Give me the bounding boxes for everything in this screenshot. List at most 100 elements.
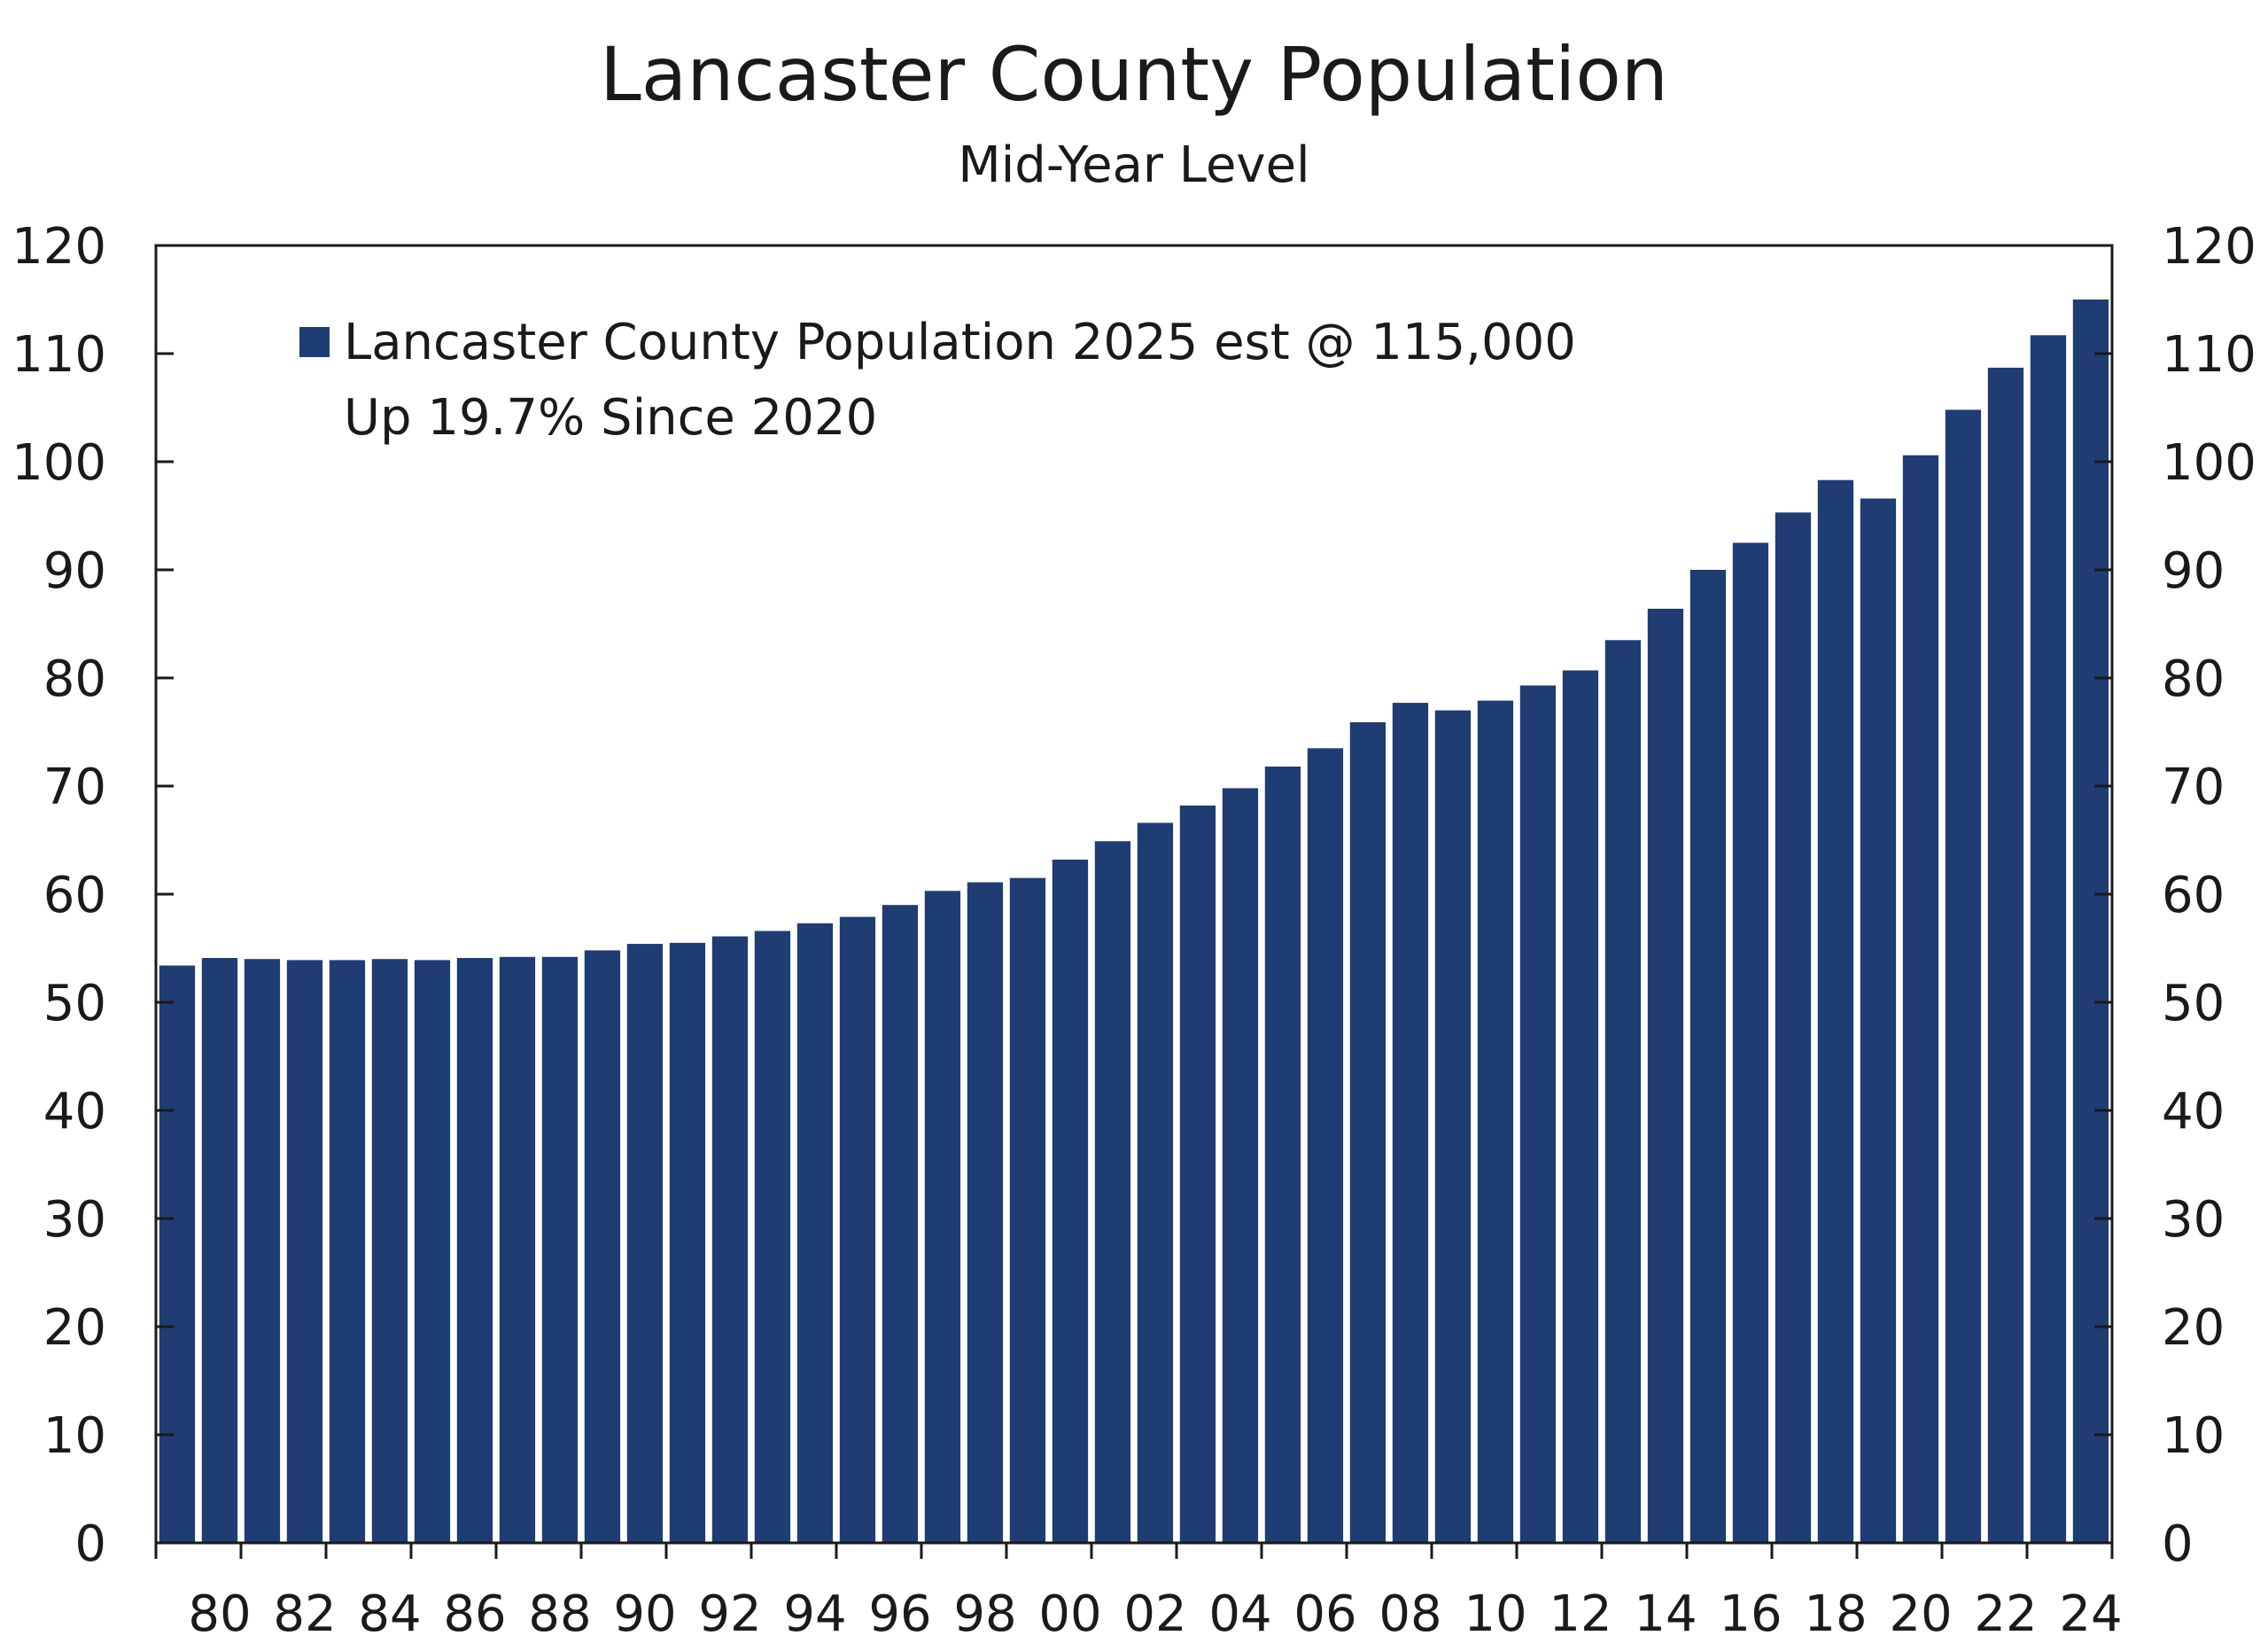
x-tick-label-20: 20 <box>1889 1585 1952 1643</box>
bar-2024 <box>2030 335 2067 1543</box>
y-tick-label-left-60: 60 <box>43 867 106 924</box>
x-tick-label-90: 90 <box>613 1585 676 1643</box>
bar-2002 <box>1094 841 1131 1543</box>
y-tick-label-left-0: 0 <box>74 1515 106 1573</box>
bar-1981 <box>201 958 238 1543</box>
bar-2023 <box>1987 367 2024 1543</box>
bar-2000 <box>1009 877 1046 1543</box>
x-tick-label-84: 84 <box>358 1585 421 1643</box>
x-tick-label-80: 80 <box>188 1585 251 1643</box>
y-tick-label-right-110: 110 <box>2162 326 2256 384</box>
bar-2011 <box>1477 700 1514 1543</box>
bar-2003 <box>1137 822 1174 1543</box>
y-tick-label-left-120: 120 <box>12 218 106 276</box>
bar-1990 <box>584 950 621 1543</box>
bar-1998 <box>924 891 961 1543</box>
y-tick-label-left-30: 30 <box>43 1191 106 1249</box>
y-tick-label-right-20: 20 <box>2162 1299 2225 1357</box>
y-tick-label-right-50: 50 <box>2162 975 2225 1032</box>
bar-2001 <box>1052 860 1089 1543</box>
bar-1996 <box>839 916 876 1543</box>
x-tick-label-88: 88 <box>528 1585 591 1643</box>
x-tick-label-12: 12 <box>1549 1585 1612 1643</box>
x-tick-label-10: 10 <box>1464 1585 1526 1643</box>
bar-1999 <box>967 882 1004 1543</box>
bar-1987 <box>456 958 493 1543</box>
bar-1982 <box>244 959 281 1543</box>
y-tick-label-right-40: 40 <box>2162 1083 2225 1141</box>
x-tick-label-24: 24 <box>2059 1585 2122 1643</box>
bar-1988 <box>499 956 536 1543</box>
legend-swatch <box>299 327 330 357</box>
y-tick-label-left-50: 50 <box>43 975 106 1032</box>
bar-2022 <box>1945 409 1982 1543</box>
x-tick-label-96: 96 <box>868 1585 931 1643</box>
x-tick-label-02: 02 <box>1123 1585 1186 1643</box>
bar-2014 <box>1604 640 1642 1543</box>
legend-label: Lancaster County Population 2025 est @ 1… <box>344 314 1576 371</box>
y-tick-label-right-70: 70 <box>2162 759 2225 816</box>
x-tick-label-08: 08 <box>1379 1585 1441 1643</box>
x-tick-label-16: 16 <box>1719 1585 1782 1643</box>
bar-2012 <box>1519 685 1557 1543</box>
y-tick-label-right-100: 100 <box>2162 434 2256 492</box>
x-tick-label-04: 04 <box>1208 1585 1271 1643</box>
bar-1992 <box>669 942 706 1543</box>
chart-subtitle: Mid-Year Level <box>958 136 1309 194</box>
bar-2004 <box>1179 806 1216 1543</box>
bar-1985 <box>371 959 408 1543</box>
bar-2010 <box>1434 710 1472 1543</box>
y-tick-label-left-80: 80 <box>43 650 106 708</box>
bar-2005 <box>1222 788 1259 1543</box>
y-tick-label-left-10: 10 <box>43 1407 106 1465</box>
bar-2017 <box>1732 542 1769 1543</box>
y-tick-label-right-60: 60 <box>2162 867 2225 924</box>
bar-2013 <box>1562 670 1599 1543</box>
bar-2008 <box>1349 722 1386 1543</box>
bar-1989 <box>541 956 579 1543</box>
bar-1997 <box>882 905 919 1543</box>
x-tick-label-98: 98 <box>953 1585 1016 1643</box>
x-tick-label-18: 18 <box>1804 1585 1867 1643</box>
bar-1986 <box>414 960 451 1543</box>
bar-1993 <box>711 936 749 1543</box>
x-tick-label-00: 00 <box>1038 1585 1101 1643</box>
y-tick-label-left-40: 40 <box>43 1083 106 1141</box>
bar-2006 <box>1264 767 1301 1543</box>
bar-2007 <box>1307 748 1344 1543</box>
bar-2021 <box>1902 455 1939 1544</box>
bar-2020 <box>1860 498 1897 1543</box>
legend: Lancaster County Population 2025 est @ 1… <box>299 314 1576 447</box>
x-tick-label-92: 92 <box>698 1585 761 1643</box>
y-tick-label-left-100: 100 <box>12 434 106 492</box>
y-tick-label-right-10: 10 <box>2162 1407 2225 1465</box>
bar-1983 <box>286 960 323 1543</box>
y-tick-label-right-90: 90 <box>2162 542 2225 600</box>
y-tick-label-right-120: 120 <box>2162 218 2256 276</box>
bar-1995 <box>796 923 834 1543</box>
bar-1991 <box>626 944 664 1543</box>
bars-layer <box>159 300 2109 1544</box>
x-tick-label-86: 86 <box>443 1585 506 1643</box>
bar-1984 <box>329 960 366 1543</box>
chart-title: Lancaster County Population <box>600 31 1668 118</box>
legend-note: Up 19.7% Since 2020 <box>344 389 877 447</box>
x-tick-label-94: 94 <box>783 1585 846 1643</box>
bar-2019 <box>1817 479 1854 1544</box>
y-tick-label-left-70: 70 <box>43 759 106 816</box>
bar-1994 <box>754 931 791 1543</box>
y-tick-label-left-20: 20 <box>43 1299 106 1357</box>
x-tick-label-82: 82 <box>273 1585 336 1643</box>
y-tick-label-right-30: 30 <box>2162 1191 2225 1249</box>
bar-2009 <box>1392 703 1429 1543</box>
bar-2016 <box>1689 570 1727 1543</box>
x-tick-label-22: 22 <box>1974 1585 2037 1643</box>
y-tick-label-left-110: 110 <box>12 326 106 384</box>
bar-2015 <box>1647 608 1684 1543</box>
x-tick-label-06: 06 <box>1293 1585 1356 1643</box>
bar-2025 <box>2072 300 2109 1543</box>
y-tick-label-right-0: 0 <box>2162 1515 2194 1573</box>
